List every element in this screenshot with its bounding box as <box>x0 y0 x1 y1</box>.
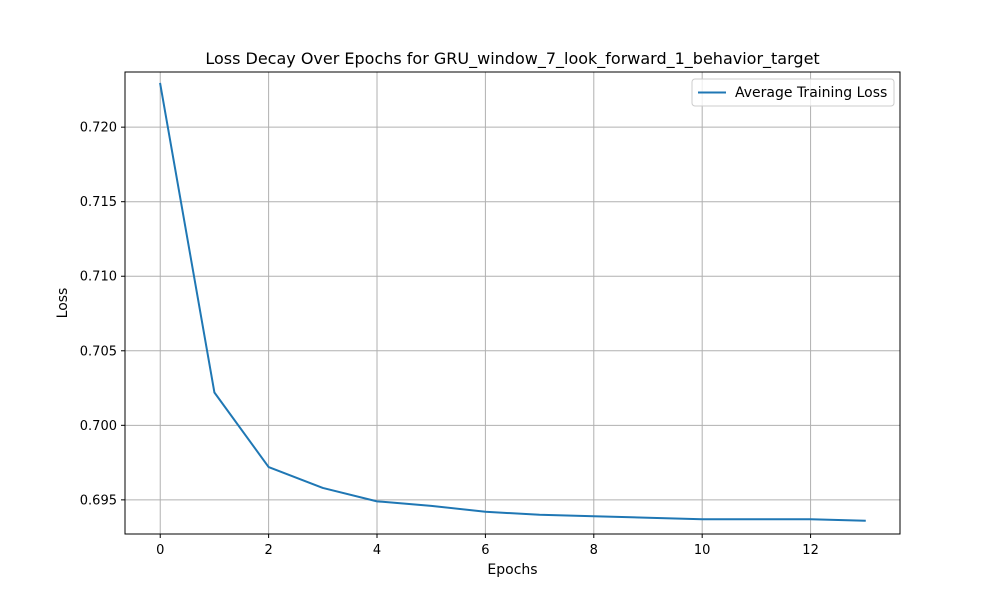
x-axis-label: Epochs <box>487 562 537 578</box>
x-tick-label: 0 <box>156 543 164 558</box>
tick-layer: 0 2 4 6 8 10 12 0.695 0.700 0.705 0.710 0.715 0.720 <box>80 121 819 558</box>
legend-box <box>691 78 895 107</box>
y-tick-label: 0.695 <box>80 493 117 508</box>
plot-area <box>125 72 900 534</box>
x-tick-label: 4 <box>373 543 381 558</box>
y-tick-label: 0.700 <box>80 419 117 434</box>
y-tick-label: 0.720 <box>80 121 117 136</box>
x-tick-label: 12 <box>802 543 819 558</box>
axes-frame <box>124 71 901 535</box>
y-tick-label: 0.710 <box>80 270 117 285</box>
x-tick-label: 6 <box>481 543 489 558</box>
legend: Average Training Loss <box>691 78 895 107</box>
series-layer <box>159 82 866 522</box>
chart-title: Loss Decay Over Epochs for GRU_window_7_… <box>205 49 819 69</box>
x-tick-label: 2 <box>264 543 272 558</box>
x-tick-label: 10 <box>694 543 711 558</box>
series-line-average-training-loss <box>159 82 866 522</box>
y-tick-label: 0.705 <box>80 344 117 359</box>
y-axis-label: Loss <box>55 288 71 319</box>
grid-layer <box>125 72 900 534</box>
x-tick-label: 8 <box>590 543 598 558</box>
y-tick-label: 0.715 <box>80 195 117 210</box>
legend-label: Average Training Loss <box>735 85 887 101</box>
